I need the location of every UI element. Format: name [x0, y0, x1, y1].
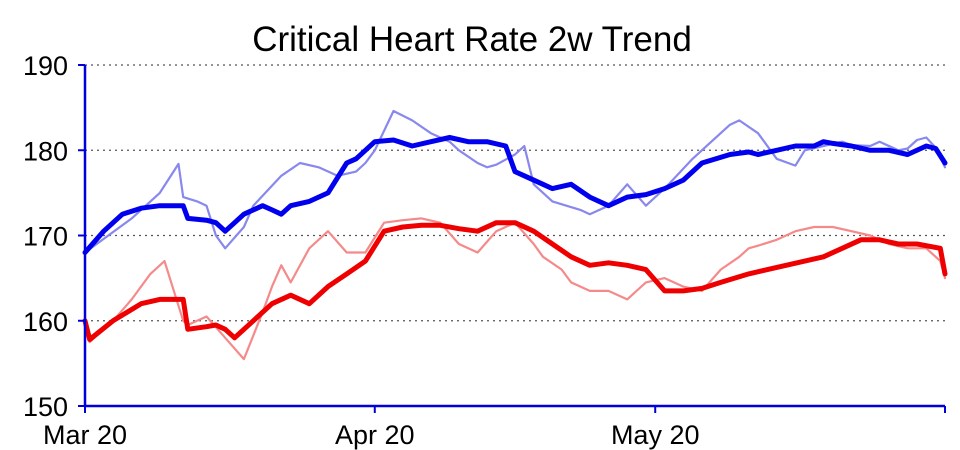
- axes: 150 160 170 180 190 Mar 20 Apr 20 May 20: [23, 51, 946, 450]
- series-line-2: [82, 135, 948, 255]
- series-lines: [82, 109, 948, 361]
- series-line-1: [83, 109, 947, 254]
- y-tick-label: 190: [23, 51, 68, 81]
- x-tick-label: May 20: [611, 420, 700, 450]
- y-tick-label: 170: [23, 222, 68, 252]
- series-line-3: [83, 217, 947, 361]
- x-tick-label: Apr 20: [335, 420, 415, 450]
- grid-lines: [85, 64, 945, 322]
- chart-title: Critical Heart Rate 2w Trend: [252, 20, 692, 59]
- y-tick-label: 150: [23, 392, 68, 422]
- series-line-4: [82, 220, 948, 342]
- y-tick-label: 180: [23, 136, 68, 166]
- y-tick-label: 160: [23, 307, 68, 337]
- x-tick-label: Mar 20: [43, 420, 127, 450]
